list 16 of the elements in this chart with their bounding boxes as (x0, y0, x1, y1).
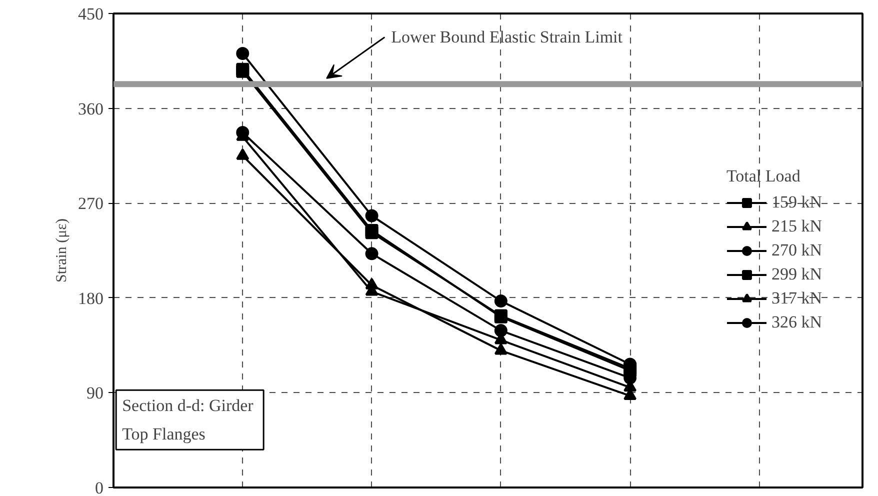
ref-line-label: Lower Bound Elastic Strain Limit (391, 28, 623, 47)
y-tick-label: 270 (78, 194, 104, 214)
y-tick-label: 180 (78, 288, 104, 308)
legend-title: Total Load (726, 166, 802, 186)
legend-label: 215 kN (771, 216, 822, 238)
y-axis-title: Strain (με) (54, 218, 70, 282)
legend-label: 299 kN (771, 264, 822, 286)
y-tick-label: 90 (86, 384, 104, 403)
legend-label: 326 kN (771, 312, 822, 334)
y-tick-label: 360 (78, 99, 104, 118)
legend-label: 159 kN (771, 192, 822, 214)
y-tick-label: 450 (78, 4, 104, 24)
legend-label: 270 kN (771, 240, 822, 262)
annotation: Section d-d: Girder Top Flanges (122, 396, 254, 444)
y-tick-label: 0 (95, 478, 104, 496)
legend-label: 317 kN (771, 288, 822, 310)
